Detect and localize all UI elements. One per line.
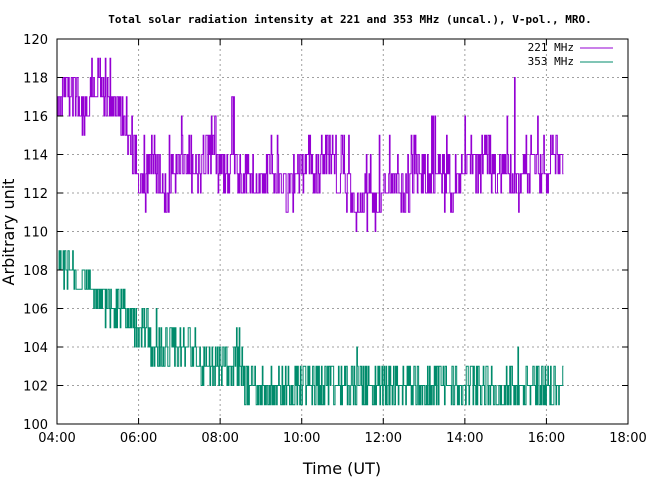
x-tick-label: 04:00	[38, 431, 75, 446]
y-tick-label: 114	[23, 149, 48, 164]
ticks: 04:00 06:00 08:00 10:00 12:00 14:00 16:00 18:00…	[23, 33, 647, 446]
series-layer	[56, 57, 564, 406]
chart-title: Total solar radiation intensity at 221 a…	[108, 13, 591, 26]
x-tick-label: 06:00	[120, 431, 157, 446]
y-axis-label: Arbitrary unit	[0, 179, 18, 286]
x-tick-label: 12:00	[365, 431, 402, 446]
y-tick-label: 100	[23, 418, 48, 433]
x-tick-label: 16:00	[528, 431, 565, 446]
x-tick-label: 08:00	[201, 431, 238, 446]
y-tick-label: 104	[23, 341, 48, 356]
x-tick-label: 18:00	[609, 431, 646, 446]
y-tick-label: 112	[23, 187, 48, 202]
y-tick-label: 116	[23, 110, 48, 125]
y-tick-label: 108	[23, 264, 48, 279]
legend-label-1: 221 MHz	[528, 41, 574, 54]
y-tick-label: 120	[23, 33, 48, 48]
y-tick-label: 106	[23, 303, 48, 318]
y-tick-label: 110	[23, 226, 48, 241]
x-tick-label: 14:00	[446, 431, 483, 446]
y-tick-label: 118	[23, 72, 48, 87]
x-axis-label: Time (UT)	[302, 459, 381, 478]
legend-label-2: 353 MHz	[528, 55, 574, 68]
series-line-1	[56, 57, 564, 232]
x-tick-label: 10:00	[283, 431, 320, 446]
y-tick-label: 102	[23, 380, 48, 395]
series-line-2	[56, 250, 564, 406]
